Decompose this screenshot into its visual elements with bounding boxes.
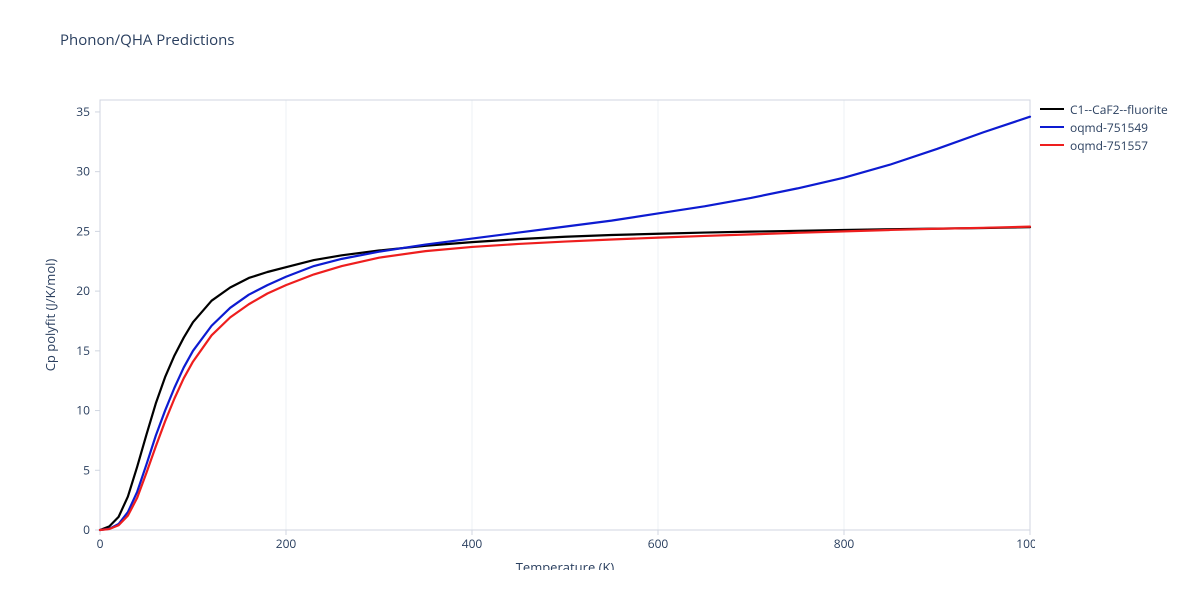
svg-text:35: 35: [76, 103, 90, 120]
legend-swatch: [1040, 126, 1064, 128]
chart-legend: C1--CaF2--fluorite oqmd-751549 oqmd-7515…: [1040, 100, 1168, 154]
chart-title: Phonon/QHA Predictions: [60, 30, 235, 50]
chart-container: Phonon/QHA Predictions 02004006008001000…: [0, 0, 1200, 600]
legend-item[interactable]: oqmd-751557: [1040, 136, 1168, 154]
legend-swatch: [1040, 144, 1064, 146]
legend-item[interactable]: C1--CaF2--fluorite: [1040, 100, 1168, 118]
chart-plot-wrap: 0 200 400 600 800 1000 0 5 10 15 20 25 30 35 Temperatu…: [35, 70, 1165, 570]
svg-text:Cp polyfit (J/K/mol): Cp polyfit (J/K/mol): [41, 259, 59, 372]
svg-text:10: 10: [76, 402, 90, 419]
svg-text:600: 600: [648, 535, 669, 552]
svg-text:0: 0: [97, 535, 104, 552]
svg-text:0: 0: [83, 521, 90, 538]
legend-label: oqmd-751557: [1070, 137, 1148, 154]
legend-item[interactable]: oqmd-751549: [1040, 118, 1168, 136]
svg-text:30: 30: [76, 163, 90, 180]
svg-text:25: 25: [76, 222, 90, 239]
svg-text:400: 400: [462, 535, 483, 552]
svg-text:1000: 1000: [1016, 535, 1035, 552]
svg-text:800: 800: [834, 535, 855, 552]
chart-svg: 0 200 400 600 800 1000 0 5 10 15 20 25 30 35 Temperatu…: [35, 70, 1035, 570]
legend-label: C1--CaF2--fluorite: [1070, 101, 1168, 118]
svg-text:20: 20: [76, 282, 90, 299]
legend-label: oqmd-751549: [1070, 119, 1148, 136]
svg-text:Temperature (K): Temperature (K): [516, 558, 615, 570]
svg-text:15: 15: [76, 342, 90, 359]
legend-swatch: [1040, 108, 1064, 110]
svg-text:200: 200: [276, 535, 297, 552]
svg-text:5: 5: [83, 461, 90, 478]
